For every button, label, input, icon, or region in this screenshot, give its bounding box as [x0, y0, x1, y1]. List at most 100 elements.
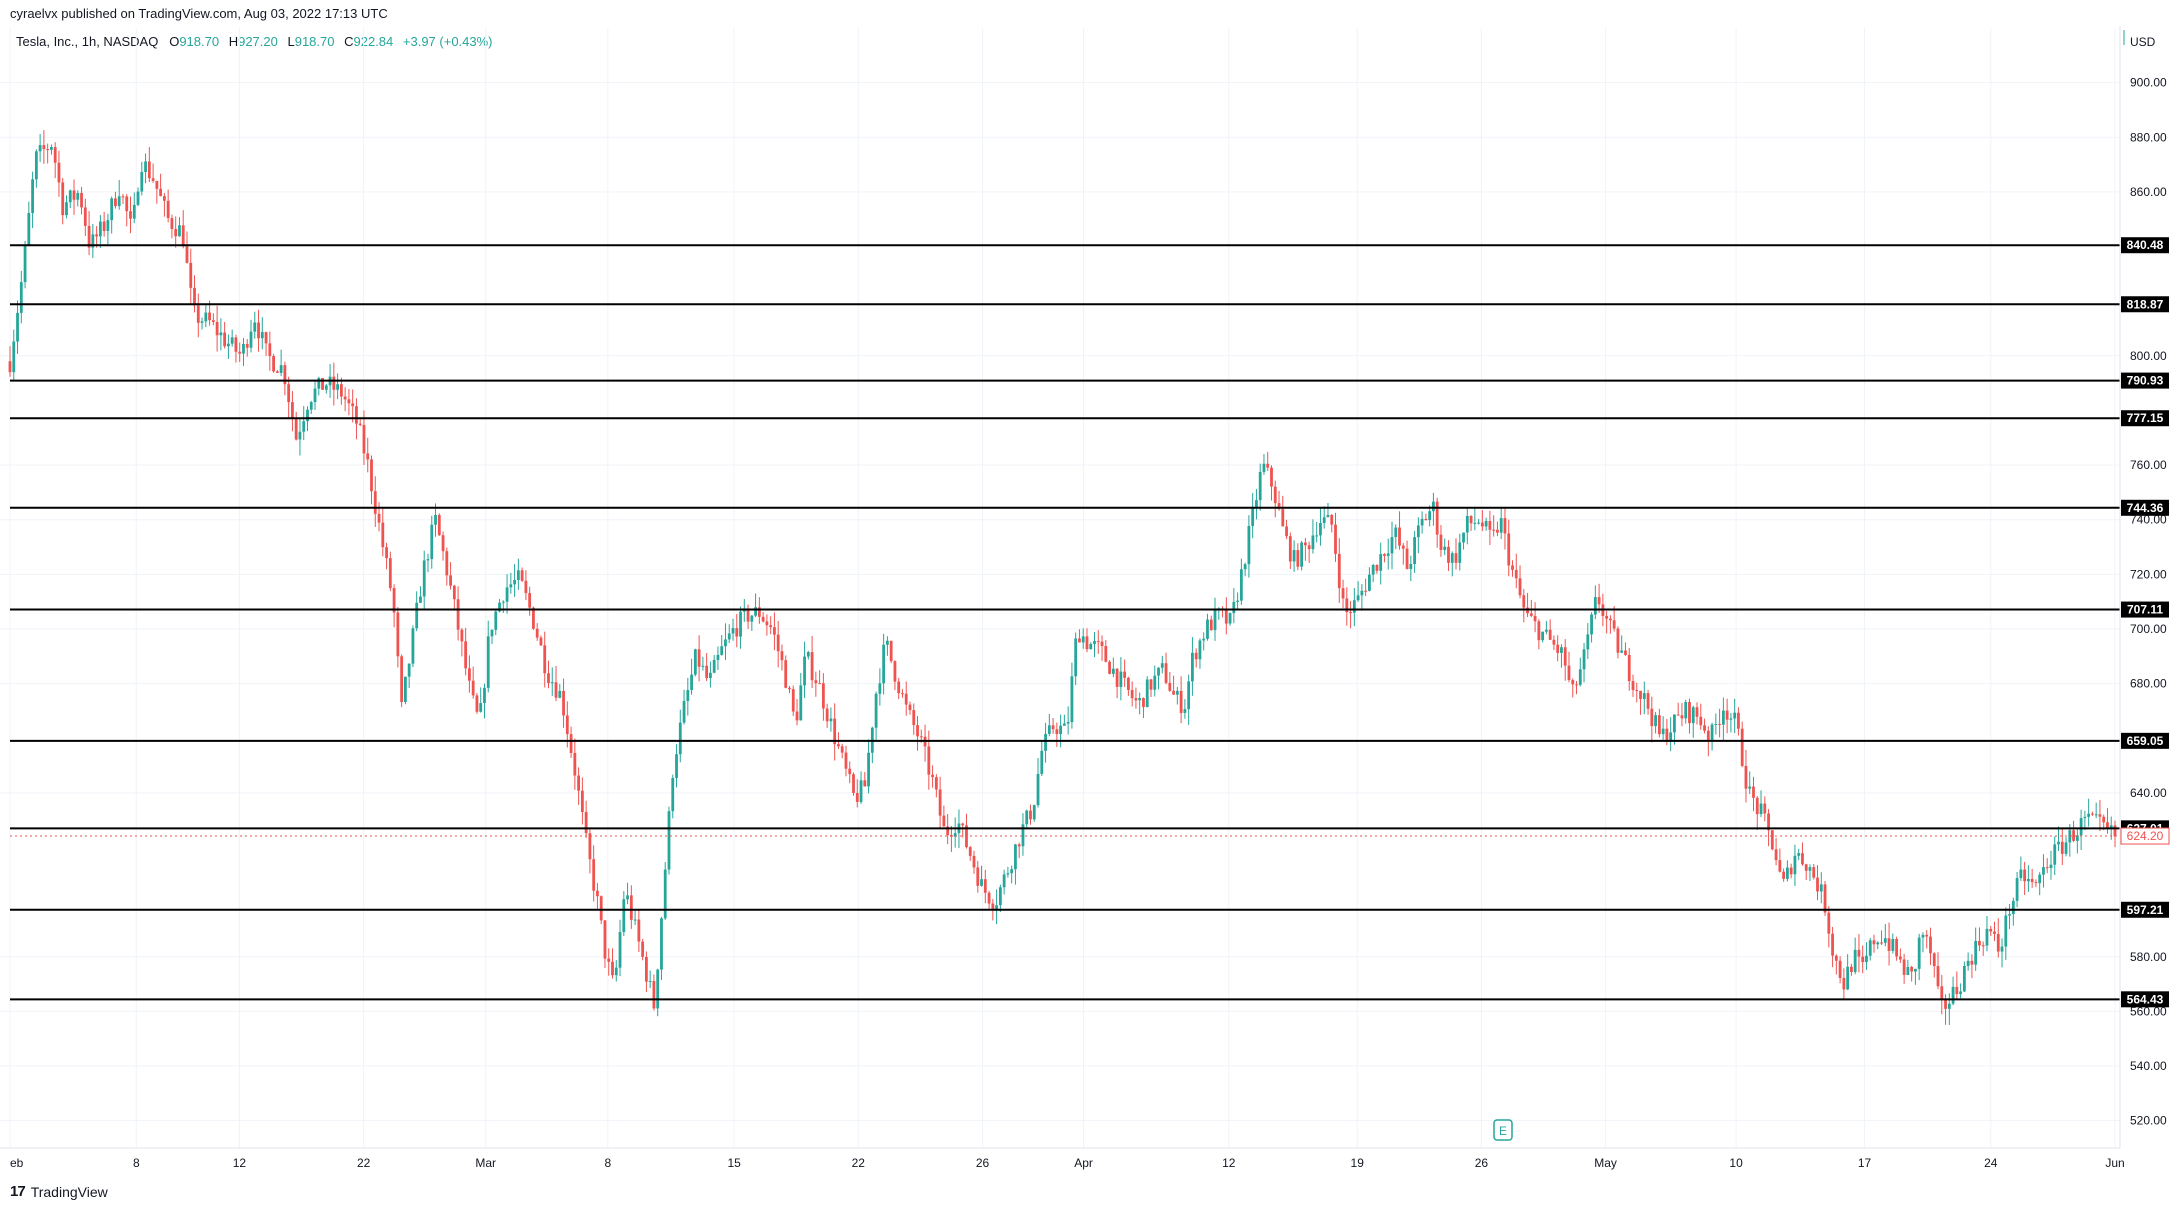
candle-body: [1036, 773, 1040, 806]
candle-body: [2011, 900, 2015, 915]
candle-body: [102, 221, 106, 231]
candle-body: [1593, 597, 1597, 615]
candle-body: [1657, 715, 1661, 735]
y-tick-label: 720.00: [2130, 567, 2167, 581]
candle-body: [1138, 698, 1142, 701]
candle-body: [2026, 878, 2030, 882]
candle-body: [1703, 725, 1706, 731]
candle-body: [991, 903, 995, 910]
candle-body: [1770, 830, 1774, 850]
candle-body: [1051, 725, 1055, 730]
candle-body: [1880, 942, 1883, 944]
candle-body: [1224, 609, 1228, 624]
candle-body: [1078, 638, 1081, 643]
candle-body: [1006, 873, 1010, 875]
candle-body: [1368, 574, 1371, 591]
level-label: 659.05: [2127, 734, 2164, 748]
candle-body: [1654, 715, 1657, 727]
candle-body: [2015, 878, 2019, 901]
candle-body: [916, 725, 919, 737]
candle-body: [998, 887, 1002, 906]
x-tick-label: Jun: [2105, 1156, 2124, 1170]
candle-body: [2057, 841, 2060, 845]
candle-body: [852, 774, 855, 793]
candle-body: [490, 629, 494, 637]
brand-name: TradingView: [30, 1183, 108, 1200]
candle-body: [166, 200, 170, 219]
candle-body: [1383, 554, 1386, 556]
candle-body: [701, 665, 705, 667]
candle-body: [381, 522, 385, 548]
candle-body: [1243, 564, 1247, 570]
candle-body: [151, 178, 155, 181]
candle-body: [1002, 874, 1006, 888]
price-axis[interactable]: USD 900.00 880.00 860.00 800.00 760.00 740.00…: [2119, 26, 2167, 1148]
candle-body: [509, 584, 513, 588]
y-tick-label: 520.00: [2130, 1114, 2167, 1128]
candle-body: [1202, 638, 1206, 641]
candle-body: [362, 424, 366, 454]
candle-body: [1812, 867, 1816, 878]
high-label: H: [228, 34, 239, 49]
candle-body: [46, 149, 50, 151]
candle-body: [1944, 999, 1947, 1009]
candle-body: [946, 826, 950, 836]
candle-body: [396, 612, 400, 657]
candle-body: [215, 321, 219, 336]
y-tick-label: 880.00: [2130, 130, 2167, 144]
candle-body: [370, 459, 373, 492]
candle-body: [1902, 959, 1906, 975]
candle-body: [912, 710, 916, 726]
candle-body: [1326, 514, 1330, 518]
candle-body: [1134, 698, 1138, 701]
candle-body: [1420, 518, 1424, 526]
candle-body: [494, 611, 498, 630]
candle-body: [588, 833, 592, 860]
candle-body: [1966, 960, 1970, 966]
candle-body: [1394, 527, 1398, 538]
candle-body: [1465, 515, 1469, 533]
y-tick-label: 580.00: [2130, 950, 2167, 964]
candle-body: [1853, 949, 1857, 972]
level-label-bg: [2121, 901, 2169, 918]
time-axis[interactable]: eb 8 12 22 Mar 8 15 22 26 Apr 12 19 26 May 10 17 24 Jun: [0, 1147, 2125, 1170]
candle-body: [1187, 681, 1191, 710]
x-tick-label: 8: [604, 1156, 611, 1170]
candle-body: [2049, 864, 2053, 869]
candle-body: [780, 651, 784, 661]
candle-body: [513, 580, 516, 585]
candle-body: [757, 607, 761, 617]
candle-body: [2083, 816, 2087, 819]
candle-body: [309, 402, 313, 410]
candle-body: [1635, 690, 1639, 692]
candle-body: [611, 961, 614, 976]
candle-body: [1631, 681, 1635, 691]
candle-body: [942, 815, 946, 827]
candle-body: [927, 746, 931, 775]
candle-body: [520, 570, 524, 581]
candle-body: [1895, 938, 1898, 957]
candle-body: [968, 847, 972, 856]
candle-body: [1684, 701, 1688, 719]
candle-body: [1962, 965, 1966, 992]
candle-body: [1646, 693, 1650, 709]
earnings-marker[interactable]: E: [1493, 1119, 1513, 1141]
candle-body: [1616, 628, 1620, 653]
candle-body: [57, 162, 61, 183]
candle-body: [1850, 966, 1853, 972]
y-tick-label: 760.00: [2130, 458, 2167, 472]
candle-body: [2113, 825, 2117, 837]
earnings-icon: E: [1499, 1124, 1507, 1138]
candle-body: [1552, 639, 1556, 645]
candle-body: [855, 792, 859, 802]
candle-body: [637, 919, 641, 942]
candle-body: [72, 190, 76, 200]
candle-body: [773, 627, 776, 635]
candle-body: [626, 895, 629, 900]
candle-body: [227, 343, 230, 347]
candle-body: [1307, 545, 1311, 550]
candle-body: [434, 514, 437, 525]
candle-body: [1130, 690, 1134, 699]
candle-body: [1932, 953, 1936, 967]
